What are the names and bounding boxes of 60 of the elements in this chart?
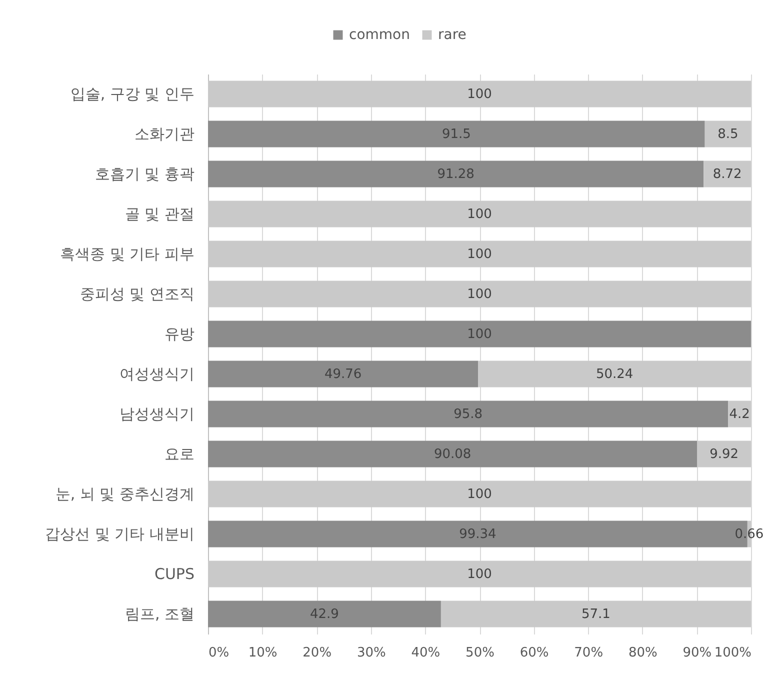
data-label: 9.92 <box>710 447 739 462</box>
bar <box>208 600 441 628</box>
data-label: 4.2 <box>729 407 750 422</box>
data-label: 100 <box>467 207 492 222</box>
data-label: 8.5 <box>718 127 738 142</box>
data-label: 50.24 <box>596 367 634 382</box>
x-tick-label: 0% <box>208 646 230 660</box>
data-label: 100 <box>467 87 492 102</box>
data-label: 90.08 <box>434 447 472 462</box>
data-label: 42.9 <box>310 607 339 622</box>
y-tick-label: 골 및 관절 <box>124 205 194 223</box>
x-tick-label: 90% <box>682 646 712 660</box>
x-tick-label: 60% <box>520 646 549 660</box>
y-tick-label: 림프, 조혈 <box>124 605 194 623</box>
data-label: 100 <box>467 247 492 262</box>
bar <box>697 440 751 468</box>
y-tick-label: 갑상선 및 기타 내분비 <box>45 525 194 543</box>
data-label: 100 <box>467 287 492 302</box>
bar <box>208 160 704 188</box>
y-tick-label: 눈, 뇌 및 중추신경계 <box>55 485 194 503</box>
y-tick-label: 호흡기 및 흉곽 <box>94 165 194 183</box>
bar <box>704 120 751 148</box>
data-label: 49.76 <box>324 367 362 382</box>
y-tick-label: 중피성 및 연조직 <box>80 285 194 303</box>
y-tick-label: 남성생식기 <box>120 405 194 423</box>
x-tick-label: 50% <box>466 646 494 660</box>
data-label: 91.28 <box>437 167 474 182</box>
x-tick-label: 80% <box>628 646 658 660</box>
legend-label: rare <box>438 27 466 43</box>
bar <box>208 120 705 148</box>
y-tick-label: 흑색종 및 기타 피부 <box>60 245 194 263</box>
bar <box>478 360 751 388</box>
data-label: 91.5 <box>442 127 471 142</box>
bar <box>208 440 698 468</box>
x-tick-label: 10% <box>248 646 278 660</box>
y-tick-label: 요로 <box>164 445 194 463</box>
y-tick-label: 유방 <box>164 325 194 343</box>
data-label: 95.8 <box>454 407 483 422</box>
data-label: 99.34 <box>459 527 496 542</box>
x-tick-label: 20% <box>302 646 332 660</box>
y-tick-label: CUPS <box>154 565 194 583</box>
y-tick-label: 소화기관 <box>134 125 194 143</box>
bar <box>208 320 751 348</box>
data-label: 100 <box>467 567 492 582</box>
legend-label: common <box>349 27 410 43</box>
data-label: 0.66 <box>734 527 764 542</box>
y-tick-label: 입술, 구강 및 인두 <box>70 85 194 103</box>
data-label: 57.1 <box>581 607 610 622</box>
bar <box>704 160 751 188</box>
y-tick-label: 여성생식기 <box>120 365 194 383</box>
x-tick-label: 100% <box>714 646 752 660</box>
bar <box>208 400 728 428</box>
bar <box>208 360 478 388</box>
data-label: 100 <box>467 327 492 342</box>
data-label: 100 <box>467 487 492 502</box>
x-tick-label: 40% <box>411 646 440 660</box>
x-tick-label: 70% <box>574 646 604 660</box>
bar <box>440 600 751 628</box>
data-label: 8.72 <box>712 167 742 182</box>
x-tick-label: 30% <box>356 646 386 660</box>
